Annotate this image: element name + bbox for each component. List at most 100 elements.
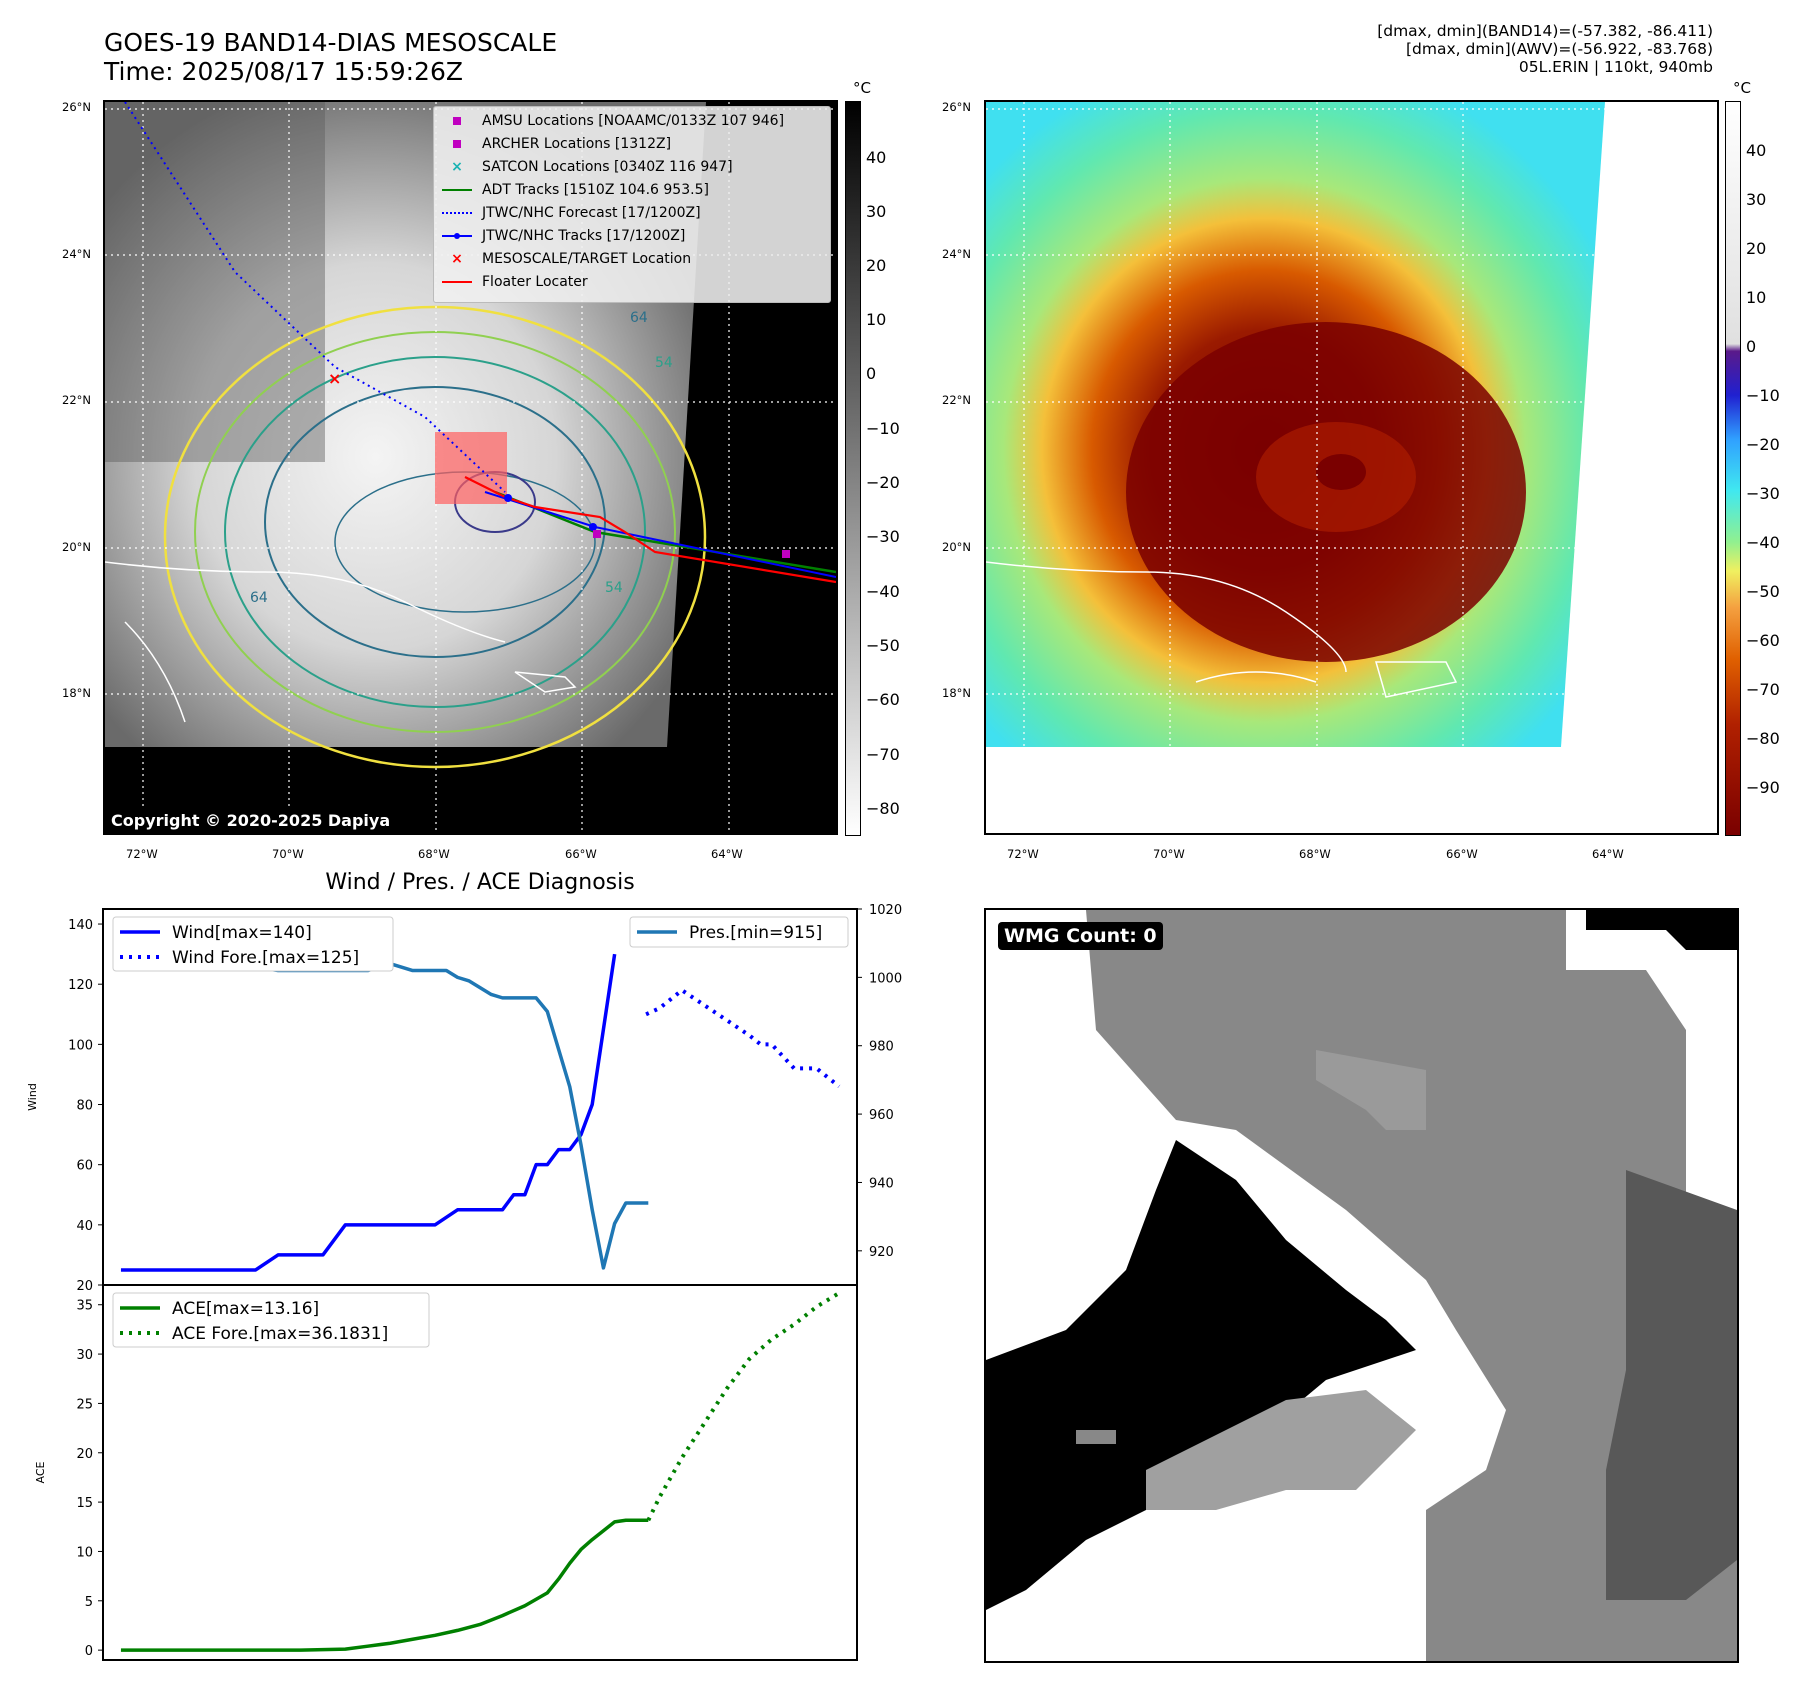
colorbar-tick: −40 (1746, 533, 1780, 552)
lat-label: 24°N (62, 247, 91, 261)
lat-label: 18°N (62, 686, 91, 700)
colorbar-tick: −30 (1746, 484, 1780, 503)
svg-text:54: 54 (655, 355, 673, 371)
ace-legend (112, 1292, 430, 1348)
series-line (120, 927, 649, 1270)
y-tick-label: 140 (68, 918, 93, 933)
lon-label: 66°W (565, 847, 597, 861)
copyright-label: Copyright © 2020-2025 Dapiya (107, 810, 395, 831)
colorbar-tick: −20 (866, 473, 900, 492)
lat-label: 22°N (942, 393, 971, 407)
colorbar-tick: −70 (1746, 680, 1780, 699)
legend-label: ACE Fore.[max=36.1831] (172, 1324, 388, 1344)
legend-item-satcon: × SATCON Locations [0340Z 116 947] (451, 158, 733, 175)
wmg-panel: WMG Count: 0 (984, 908, 1739, 1663)
colorbar-tick: −60 (866, 690, 900, 709)
colorbar-tick: −80 (866, 799, 900, 818)
figure-title: GOES-19 BAND14-DIAS MESOSCALE Time: 2025… (104, 28, 557, 86)
y-tick-label: 0 (85, 1644, 93, 1659)
band14-map: 64 54 64 54 × (103, 100, 838, 835)
y-tick-label: 20 (76, 1279, 93, 1294)
series-line (120, 1518, 649, 1652)
ace-panel-frame (102, 1284, 858, 1661)
legend-label: Wind[max=140] (172, 923, 312, 943)
lon-label: 70°W (272, 847, 304, 861)
lon-label: 66°W (1446, 847, 1478, 861)
y-tick-label: 20 (76, 1447, 93, 1462)
lon-label: 64°W (1592, 847, 1624, 861)
y2-tick-label: 960 (869, 1108, 894, 1123)
colorbar-tick: 0 (1746, 337, 1757, 356)
colorbar-unit: °C (853, 79, 871, 97)
colorbar-tick: 20 (866, 256, 887, 275)
y-tick-label: 60 (76, 1159, 93, 1174)
pressure-legend (629, 916, 849, 948)
y-tick-label: 35 (76, 1299, 93, 1314)
svg-text:×: × (328, 369, 341, 388)
series-line (120, 953, 617, 1272)
y-tick-label: 5 (85, 1595, 93, 1610)
y-tick-label: 15 (76, 1496, 93, 1511)
colorbar-tick: −10 (866, 419, 900, 438)
series-line (645, 988, 841, 1089)
colorbar-tick: −60 (1746, 631, 1780, 650)
stats-block: [dmax, dmin](BAND14)=(-57.382, -86.411) … (1377, 22, 1713, 76)
legend-label: ACE[max=13.16] (172, 1299, 319, 1319)
legend-label: Pres.[min=915] (689, 923, 822, 943)
y2-tick-label: 940 (869, 1176, 894, 1191)
legend-item-amsu: AMSU Locations [NOAAMC/0133Z 107 946] (434, 109, 830, 132)
legend-item-floater: Floater Locater (434, 270, 830, 293)
colorbar-tick: 10 (1746, 288, 1767, 307)
lon-label: 70°W (1153, 847, 1185, 861)
lon-label: 64°W (711, 847, 743, 861)
stats-storm: 05L.ERIN | 110kt, 940mb (1518, 58, 1713, 76)
colorbar-tick: −40 (866, 582, 900, 601)
colorbar-tick: −10 (1746, 386, 1780, 405)
title-time: Time: 2025/08/17 15:59:26Z (104, 57, 463, 86)
wmg-canvas (986, 910, 1737, 1661)
colorbar-tick: 20 (1746, 239, 1767, 258)
colorbar-tick: −30 (866, 527, 900, 546)
legend-item-forecast: JTWC/NHC Forecast [17/1200Z] (434, 201, 830, 224)
lat-label: 18°N (942, 686, 971, 700)
colorbar-tick: −70 (866, 745, 900, 764)
y2-tick-label: 1000 (869, 971, 902, 986)
colorbar-tick: 30 (1746, 190, 1767, 209)
diagnosis-chart: Wind / Pres. / ACE Diagnosis204060801001… (26, 870, 902, 1661)
y-tick-label: 80 (76, 1099, 93, 1114)
colorbar-tick: 0 (866, 364, 877, 383)
y-axis-label: Wind (26, 1083, 39, 1111)
y-tick-label: 30 (76, 1348, 93, 1363)
colorbar-tick: 40 (866, 148, 887, 167)
colorbar-tick: 30 (866, 202, 887, 221)
colorbar-tick: −20 (1746, 435, 1780, 454)
lon-label: 72°W (126, 847, 158, 861)
awv-map (984, 100, 1719, 835)
svg-text:54: 54 (605, 580, 623, 596)
colorbar-unit: °C (1733, 79, 1751, 97)
y-tick-label: 100 (68, 1038, 93, 1053)
lat-label: 20°N (62, 540, 91, 554)
lat-label: 20°N (942, 540, 971, 554)
y-tick-label: 10 (76, 1545, 93, 1560)
legend-item-adt: ADT Tracks [1510Z 104.6 953.5] (434, 178, 830, 201)
map-legend: AMSU Locations [NOAAMC/0133Z 107 946] AR… (433, 106, 831, 303)
awv-map-canvas (986, 102, 1606, 747)
lon-label: 72°W (1007, 847, 1039, 861)
title-product: GOES-19 BAND14-DIAS MESOSCALE (104, 28, 558, 57)
legend-item-archer: ARCHER Locations [1312Z] (434, 132, 830, 155)
colorbar-tick: 40 (1746, 141, 1767, 160)
y-tick-label: 40 (76, 1219, 93, 1234)
y2-tick-label: 920 (869, 1245, 894, 1260)
chart-title: Wind / Pres. / ACE Diagnosis (325, 870, 634, 895)
legend-item-tracks: JTWC/NHC Tracks [17/1200Z] (434, 224, 830, 247)
lon-label: 68°W (1299, 847, 1331, 861)
series-line (646, 1291, 841, 1522)
colorbar-tick: −90 (1746, 778, 1780, 797)
stats-band14: [dmax, dmin](BAND14)=(-57.382, -86.411) (1377, 22, 1713, 40)
legend-item-target: × MESOSCALE/TARGET Location (451, 250, 692, 267)
svg-text:64: 64 (250, 590, 268, 606)
y2-tick-label: 980 (869, 1040, 894, 1055)
lat-label: 26°N (62, 100, 91, 114)
y-axis-label: ACE (34, 1461, 47, 1483)
